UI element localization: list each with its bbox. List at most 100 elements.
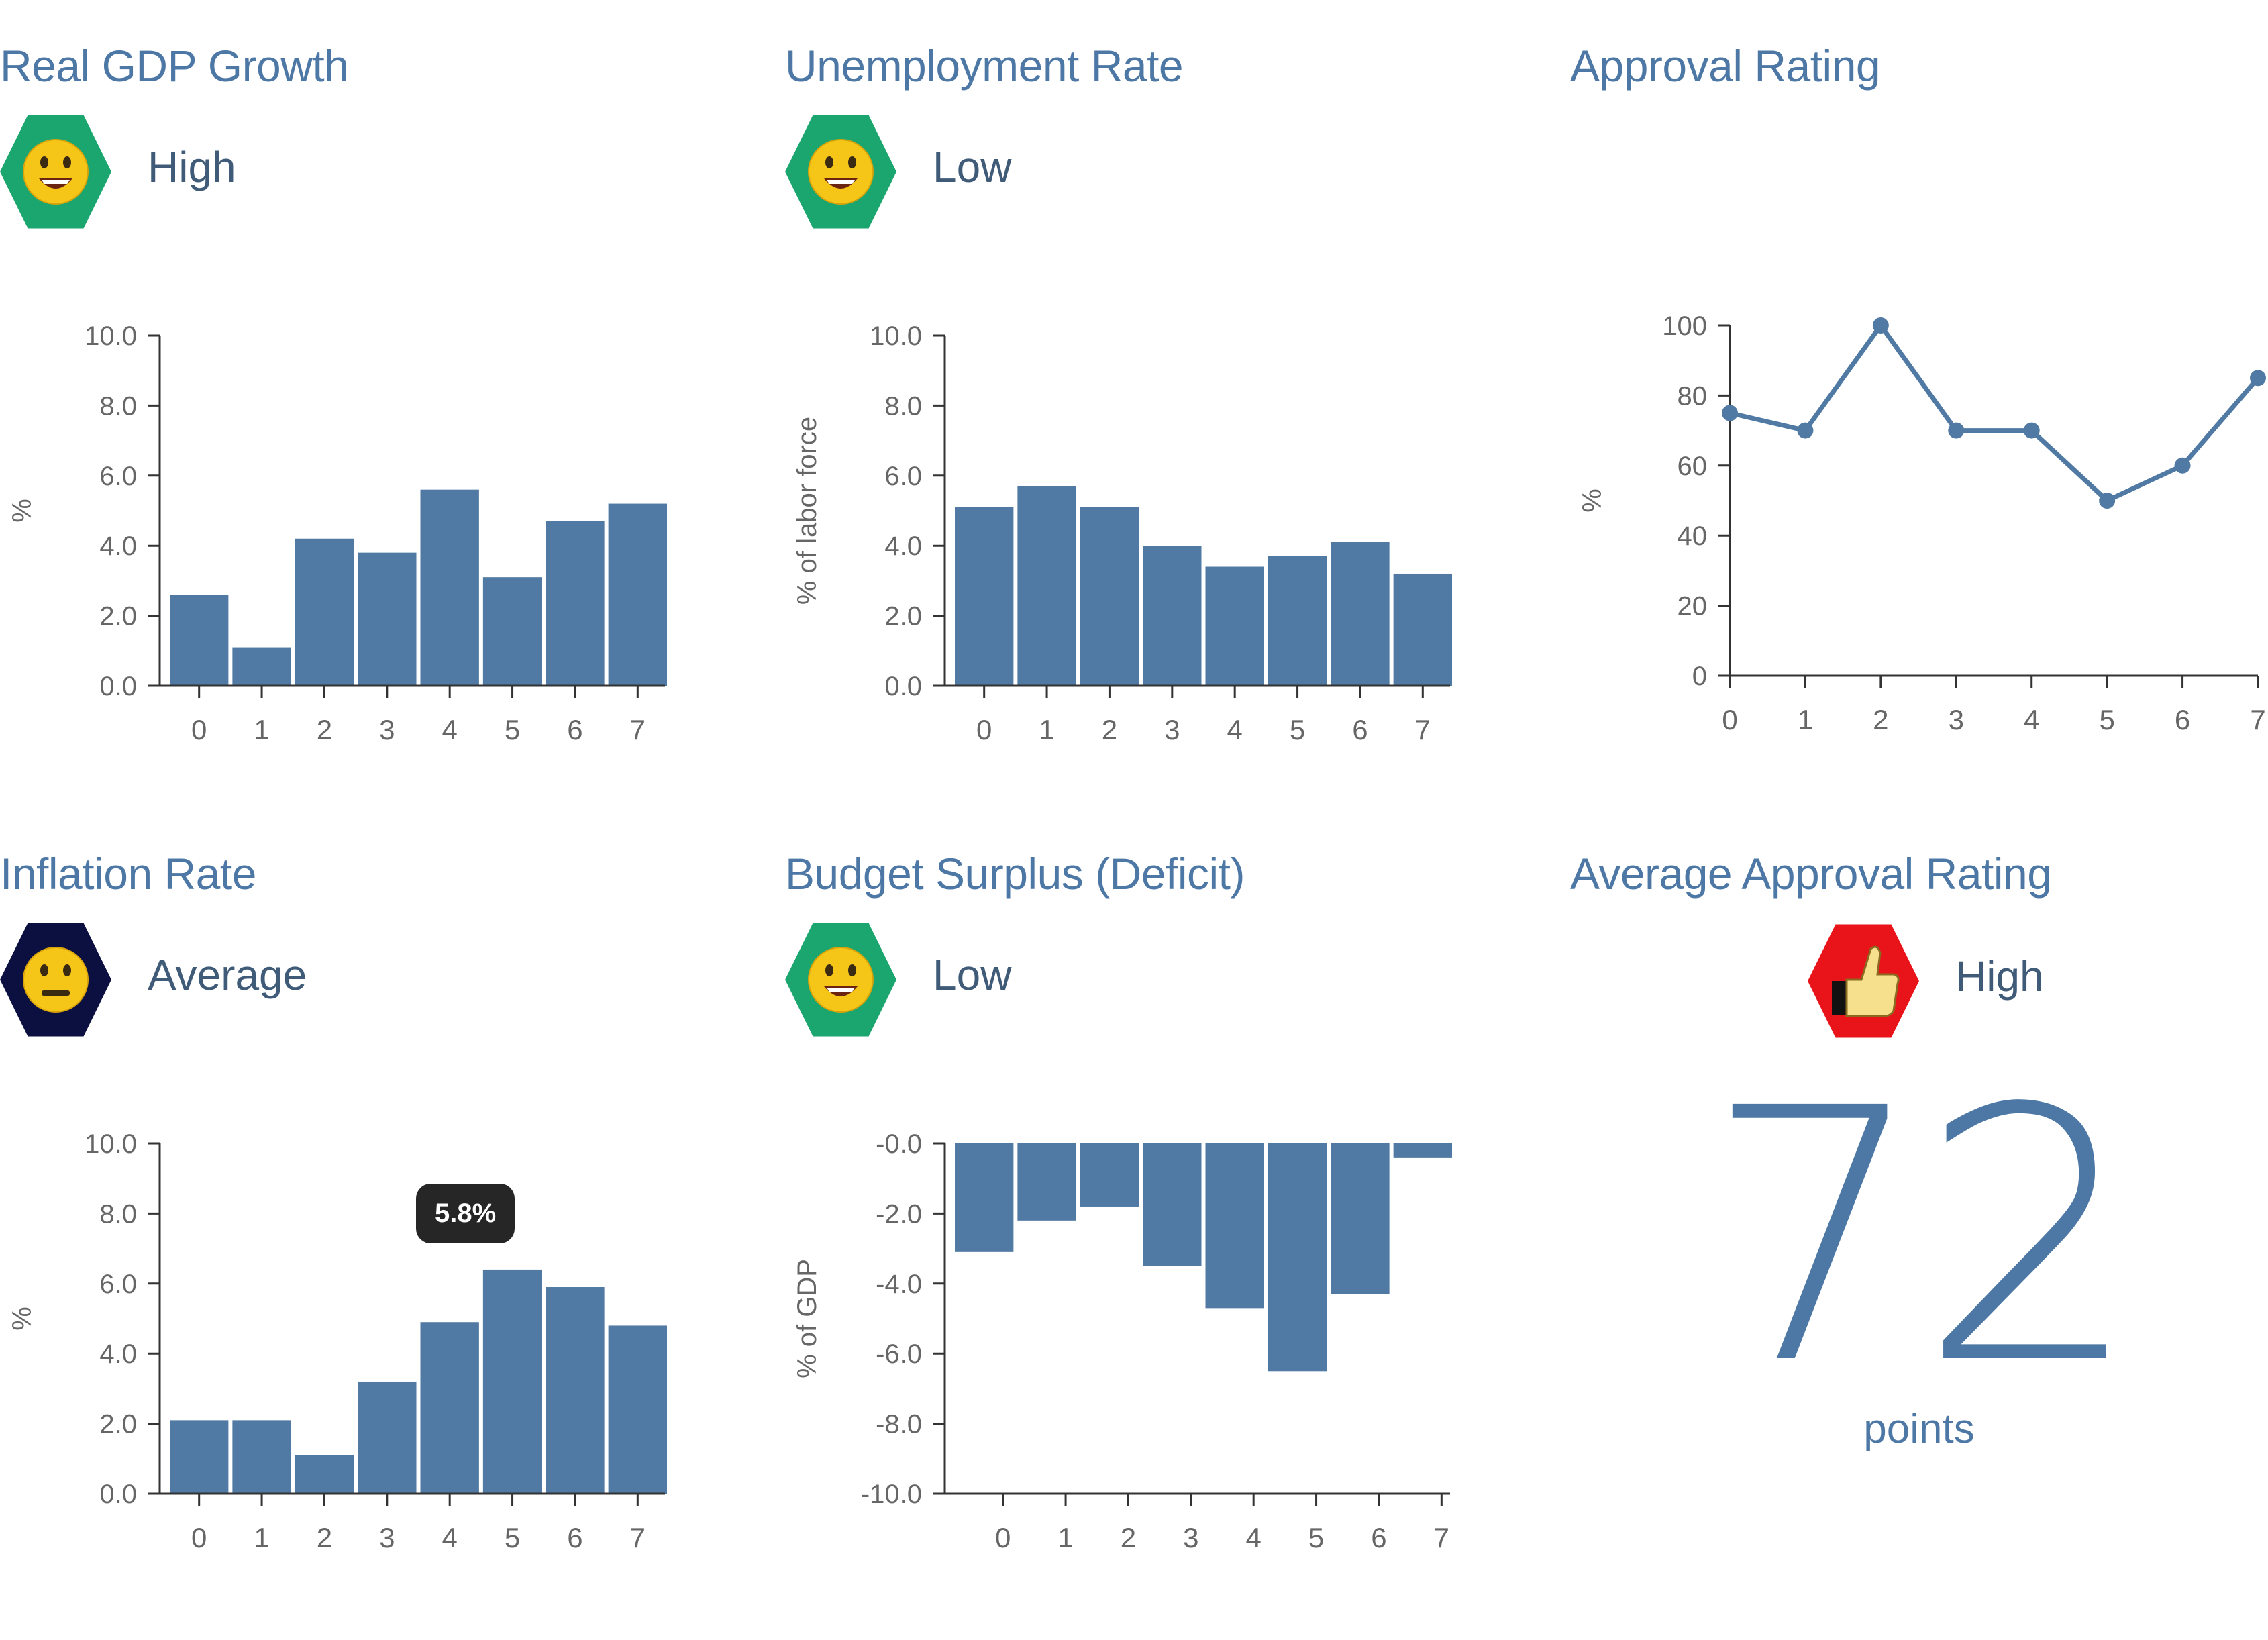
data-point	[1872, 317, 1889, 334]
x-tick-label: 7	[2250, 704, 2265, 735]
bar	[420, 489, 479, 686]
data-point	[2023, 422, 2040, 439]
bar	[1017, 486, 1076, 686]
bar	[608, 503, 667, 686]
y-tick-label: 40	[1678, 521, 1708, 551]
panel-title: Average Approval Rating	[1570, 849, 2052, 899]
x-tick-label: 5	[1308, 1522, 1324, 1553]
x-tick-label: 0	[191, 714, 207, 746]
x-tick-label: 0	[995, 1522, 1011, 1553]
x-tick-label: 0	[976, 714, 992, 746]
panel-title: Real GDP Growth	[0, 41, 349, 91]
x-tick-label: 2	[1873, 704, 1888, 735]
x-tick-label: 6	[567, 714, 582, 746]
y-tick-label: 8.0	[884, 391, 922, 421]
panel-real-gdp-growth: Real GDP Growth High 0.0 2.0 4.0 6.0 8.0 10.0…	[0, 27, 772, 832]
y-tick-label: 2.0	[99, 602, 137, 631]
y-tick-label: 0	[1692, 662, 1707, 691]
bar	[232, 1420, 291, 1494]
y-tick-label: 10.0	[870, 321, 922, 351]
x-tick-label: 6	[1352, 714, 1368, 746]
bar-chart-budget: -10.0 -8.0 -6.0 -4.0 -2.0 -0.0 % of GDP 0 1 2 3 4 5 6…	[792, 1129, 1452, 1553]
bar	[1268, 1143, 1327, 1372]
status-label: Low	[933, 143, 1012, 191]
x-tick-label: 3	[379, 1522, 395, 1553]
bar	[955, 1143, 1014, 1252]
x-tick-label: 2	[1121, 1522, 1136, 1553]
panel-title: Inflation Rate	[0, 849, 256, 899]
x-tick-label: 5	[505, 1522, 520, 1553]
bar	[482, 577, 542, 686]
y-tick-label: 10.0	[85, 321, 137, 351]
bar	[1205, 566, 1264, 686]
x-tick-label: 1	[1058, 1522, 1073, 1553]
x-tick-label: 1	[254, 714, 269, 746]
bar	[1017, 1143, 1076, 1221]
y-tick-label: 20	[1678, 592, 1708, 621]
y-tick-label: 8.0	[99, 391, 137, 421]
status-label: High	[148, 143, 236, 191]
x-tick-label: 3	[1164, 714, 1180, 746]
line-chart-approval: 0 20 40 60 80 100% 0 1 2 3 4 5 6 7	[1578, 311, 2266, 735]
bar	[1205, 1143, 1264, 1309]
y-tick-label: 4.0	[884, 531, 922, 561]
y-tick-label: 100	[1662, 311, 1707, 341]
smiley-happy-icon	[785, 923, 896, 1037]
status-label: Average	[148, 951, 307, 999]
y-tick-label: -6.0	[876, 1339, 922, 1369]
y-axis-label: %	[1578, 489, 1607, 513]
bar	[608, 1325, 667, 1494]
panel-title: Unemployment Rate	[785, 41, 1184, 91]
series-line	[1729, 323, 2260, 503]
bar	[955, 507, 1014, 686]
bar	[546, 1287, 605, 1494]
kpi-value: 72	[1704, 1034, 2141, 1441]
bar	[1331, 542, 1390, 686]
smiley-happy-icon	[0, 115, 111, 229]
x-tick-label: 4	[2024, 704, 2039, 735]
smiley-happy-icon	[785, 115, 896, 229]
kpi-unit: points	[1863, 1406, 1975, 1452]
x-tick-label: 0	[191, 1522, 207, 1553]
x-tick-label: 7	[630, 1522, 646, 1553]
smiley-neutral-icon	[0, 923, 111, 1037]
x-tick-label: 2	[1102, 714, 1117, 746]
x-tick-label: 7	[1415, 714, 1431, 746]
x-tick-label: 5	[1290, 714, 1305, 746]
y-tick-label: 2.0	[884, 602, 922, 631]
x-tick-label: 2	[317, 714, 332, 746]
x-tick-label: 4	[442, 714, 458, 746]
y-tick-label: 0.0	[99, 672, 137, 701]
panel-average-approval: Average Approval Rating High 72 points	[1570, 835, 2268, 1640]
y-tick-label: 80	[1678, 381, 1708, 411]
status-indicator: Low	[785, 113, 1255, 234]
bar	[1268, 556, 1327, 686]
x-tick-label: 1	[254, 1522, 269, 1553]
panel-budget-surplus: Budget Surplus (Deficit) Low -10.0 -8.0 -6…	[785, 835, 1557, 1640]
panel-inflation-rate: Inflation Rate Average 0.0 2.0 4.0 6.0 8.0 10…	[0, 835, 772, 1640]
status-label: Low	[933, 951, 1012, 999]
data-point	[1948, 422, 1965, 439]
x-tick-label: 1	[1039, 714, 1054, 746]
y-tick-label: -0.0	[876, 1129, 922, 1159]
y-tick-label: 2.0	[99, 1410, 137, 1439]
y-tick-label: 6.0	[99, 1270, 137, 1299]
x-tick-label: 7	[1434, 1522, 1449, 1553]
bar	[295, 538, 354, 686]
bar	[1143, 1143, 1202, 1266]
x-tick-label: 0	[1722, 704, 1737, 735]
y-tick-label: -4.0	[876, 1270, 922, 1299]
y-axis-label: %	[7, 499, 37, 523]
data-point	[2174, 457, 2191, 474]
x-tick-label: 3	[1183, 1522, 1198, 1553]
bar-chart-unemployment: 0.0 2.0 4.0 6.0 8.0 10.0 % of labor force 0 1 2 3 4…	[792, 321, 1452, 746]
bar	[1143, 546, 1202, 686]
bar	[1393, 573, 1452, 686]
y-tick-label: 6.0	[99, 462, 137, 491]
x-tick-label: 4	[1246, 1522, 1261, 1553]
data-point	[1722, 405, 1738, 421]
bar	[420, 1322, 479, 1494]
bar	[358, 1381, 417, 1494]
y-axis-label: % of GDP	[792, 1259, 822, 1378]
thumbs-up-icon	[1808, 924, 1919, 1038]
